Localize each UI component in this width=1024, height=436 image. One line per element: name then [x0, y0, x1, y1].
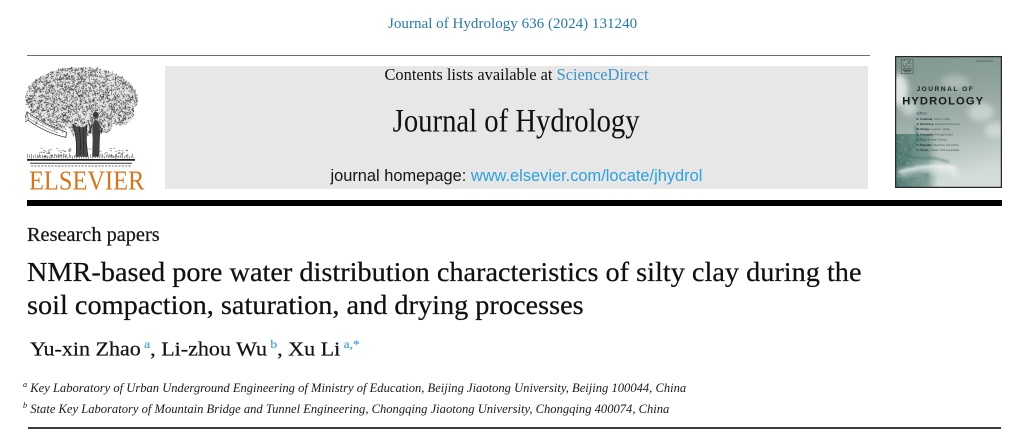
svg-text:HYDROLOGY: HYDROLOGY	[902, 96, 984, 108]
svg-text:ISSN 0022-1694: ISSN 0022-1694	[976, 61, 994, 63]
svg-text:A. Bardossy, Stuttgart (German: A. Bardossy, Stuttgart (Germany)	[917, 122, 961, 126]
svg-text:E. Foufoula, Storrs (USA): E. Foufoula, Storrs (USA)	[917, 117, 951, 121]
svg-text:C. Corradini, Perugia (Italy): C. Corradini, Perugia (Italy)	[917, 132, 953, 136]
svg-text:JOURNAL OF: JOURNAL OF	[917, 86, 975, 93]
svg-text:M. Borga, Legnaro, (Italy): M. Borga, Legnaro, (Italy)	[917, 127, 950, 131]
svg-text:H. Guo, Beijing (China): H. Guo, Beijing (China)	[917, 138, 947, 142]
svg-text:Editors:: Editors:	[917, 112, 928, 116]
svg-text:P. Kitanidis, Stanford, CA (US: P. Kitanidis, Stanford, CA (USA)	[917, 143, 959, 147]
svg-text:G. Syme, Hobart, TAS (Australi: G. Syme, Hobart, TAS (Australia)	[917, 148, 960, 152]
